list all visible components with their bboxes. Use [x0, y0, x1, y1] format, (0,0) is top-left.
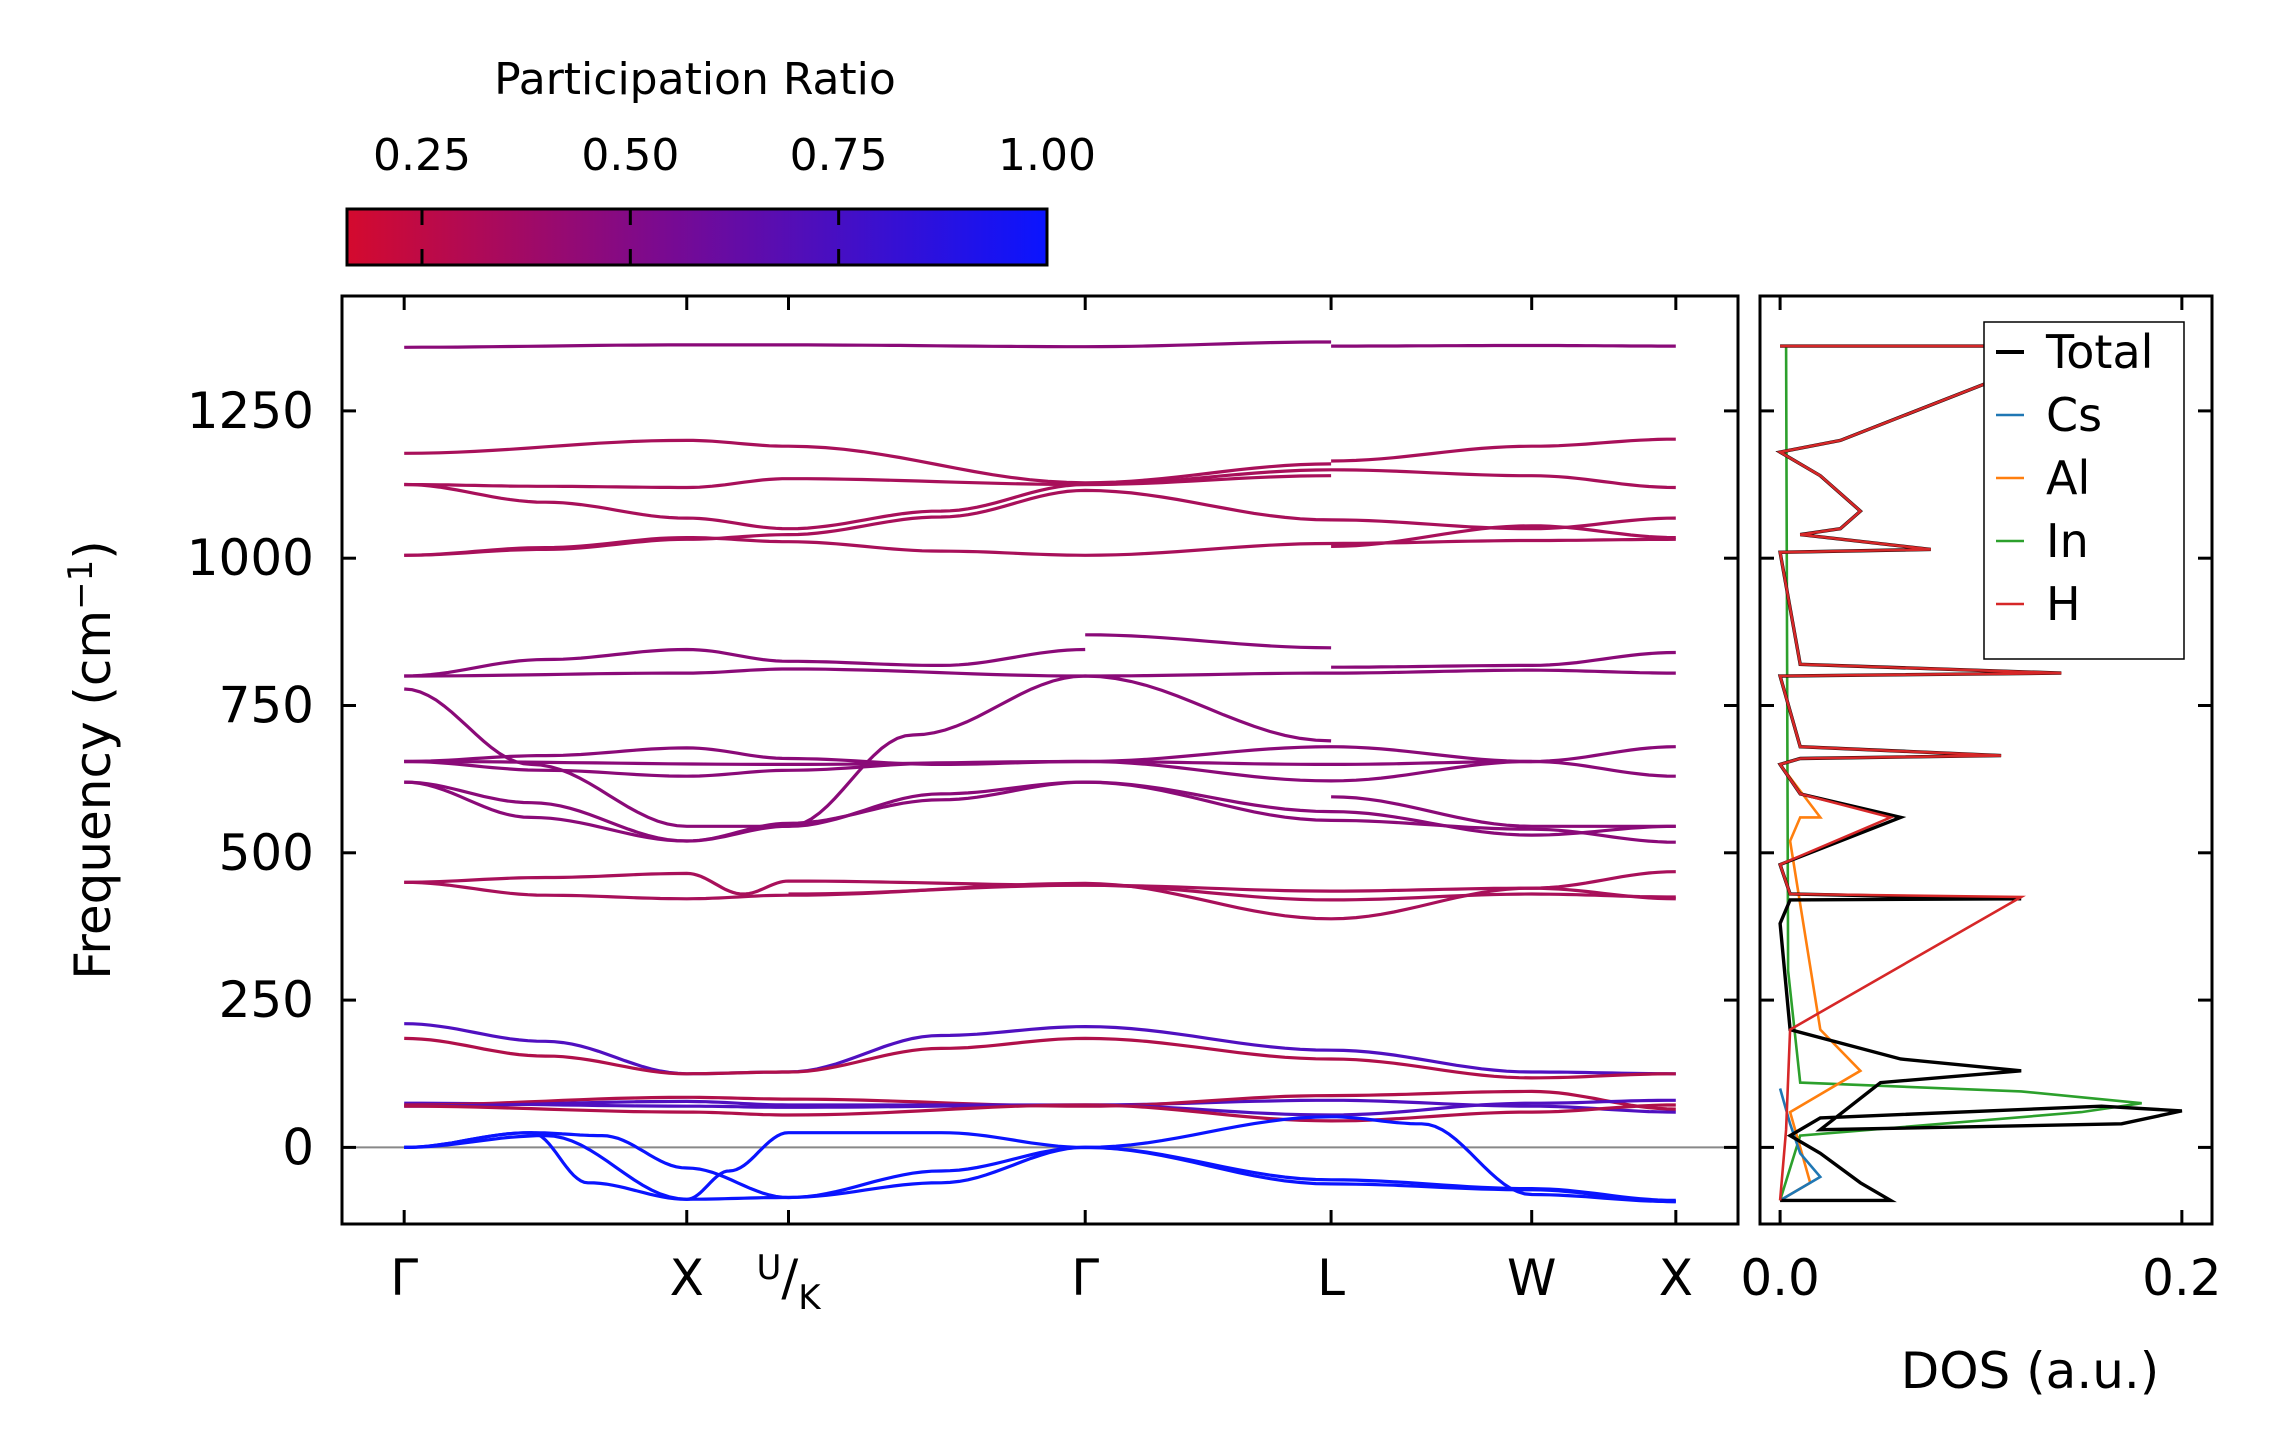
y-tick-label: 1250: [187, 382, 314, 440]
band-b1125b: [404, 474, 1332, 531]
y-axis-label: Frequency (cm−1): [61, 540, 122, 980]
band-b655c: [404, 759, 1532, 766]
band-acoustic2: [404, 1131, 1676, 1204]
band-structure-panel: 0 250 500 750 1000 1250 Γ X U/K Γ L W X Frequency (…: [61, 294, 1740, 1318]
band-b805b: [404, 667, 1676, 678]
colorbar-ticks: 0.25 0.50 0.75 1.00: [373, 130, 1096, 265]
dos-y-ticks: [1760, 409, 2212, 1149]
x-tick-label: X: [1659, 1249, 1693, 1307]
legend: Total Cs Al In H: [1983, 321, 2185, 660]
band-b75d: [404, 1103, 1676, 1123]
band-b1180: [404, 437, 1676, 485]
legend-label: Cs: [2046, 388, 2102, 442]
x-axis-ticks: Γ X U/K Γ L W X: [390, 296, 1693, 1318]
band-b1125a: [404, 468, 1676, 490]
x-tick-label: L: [1317, 1249, 1345, 1307]
band-b1005a: [404, 488, 1676, 557]
dos-x-ticks: 0.0 0.2: [1740, 296, 2222, 1307]
y-tick-label: 500: [219, 824, 314, 882]
band-b1005b: [404, 536, 1676, 557]
y-axis-ticks: 0 250 500 750 1000 1250: [187, 382, 1738, 1176]
band-b1005c: [1331, 524, 1676, 548]
band-acoustic3: [404, 1115, 1676, 1204]
dos-series-al: [1779, 763, 1863, 1202]
colorbar-tick-label: 0.75: [790, 130, 888, 181]
dos-series-h: [1776, 344, 2082, 1201]
y-tick-label: 750: [219, 676, 314, 734]
dos-x-tick-label: 0.2: [2142, 1249, 2222, 1307]
dos-lines-group: [1775, 344, 2183, 1203]
legend-label: H: [2046, 577, 2081, 631]
band-b805a: [404, 633, 1676, 678]
band-b620: [404, 780, 1676, 844]
legend-label: Total: [2045, 325, 2153, 379]
band-b615: [404, 780, 1676, 843]
colorbar-gradient: [345, 207, 1049, 267]
x-tick-label: X: [670, 1249, 704, 1307]
x-tick-label: W: [1507, 1249, 1556, 1307]
dos-plot-frame: [1758, 294, 2214, 1226]
dos-x-axis-label: DOS (a.u.): [1901, 1342, 2160, 1400]
y-tick-label: 250: [219, 971, 314, 1029]
x-tick-label-uk: U/K: [756, 1248, 822, 1318]
x-tick-label: Γ: [390, 1249, 418, 1307]
band-b210: [404, 1022, 1676, 1076]
band-plot-frame: [340, 294, 1740, 1226]
band-b450c: [788, 883, 1676, 902]
legend-label: Al: [2046, 451, 2090, 505]
dos-panel: 0.0 0.2 DOS (a.u.) Total Cs Al In H: [1740, 294, 2222, 1400]
colorbar: Participation Ratio 0.25 0.50 0.75 1.00: [345, 54, 1096, 267]
colorbar-tick-label: 0.25: [373, 130, 471, 181]
dos-series-in: [1778, 346, 2142, 1201]
colorbar-tick-label: 0.50: [581, 130, 679, 181]
y-tick-label: 1000: [187, 529, 314, 587]
dos-x-tick-label: 0.0: [1740, 1249, 1820, 1307]
band-b185: [404, 1036, 1676, 1080]
x-tick-label: Γ: [1071, 1249, 1099, 1307]
bands-group: [404, 340, 1676, 1204]
y-tick-label: 0: [282, 1118, 314, 1176]
band-acoustic1: [404, 1131, 1676, 1202]
band-b1360: [404, 340, 1676, 349]
band-b615b: [1331, 795, 1676, 828]
colorbar-title: Participation Ratio: [494, 54, 896, 105]
legend-label: In: [2046, 514, 2089, 568]
band-b450a: [404, 870, 1676, 896]
colorbar-tick-label: 1.00: [998, 130, 1096, 181]
